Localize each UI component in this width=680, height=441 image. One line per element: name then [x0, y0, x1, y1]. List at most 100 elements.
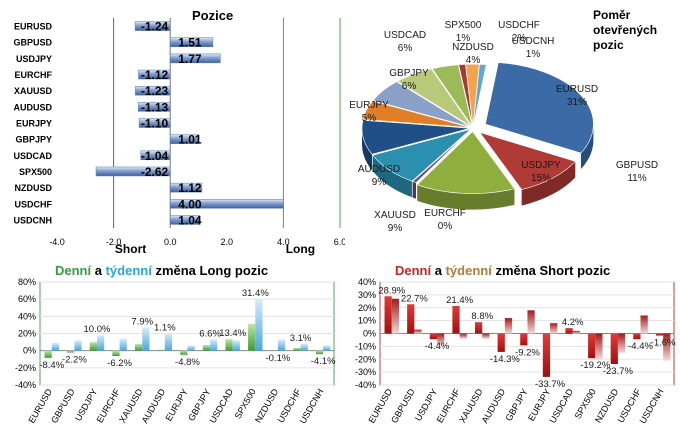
daily-change-bar [248, 323, 256, 351]
daily-change-bar [67, 350, 75, 353]
pie-label-percent: 11% [627, 173, 646, 184]
value-label: 31.4% [242, 288, 269, 299]
weekly-change-bar [51, 342, 59, 351]
value-label: 1.12 [178, 181, 202, 195]
pie-slice-side [372, 155, 412, 198]
weekly-change-bar [572, 330, 580, 334]
value-label: 8.8% [471, 311, 493, 322]
category-label: NZDUSD [15, 183, 53, 193]
daily-change-bar [565, 328, 573, 334]
value-label: -1.12 [141, 68, 169, 82]
category-label: EURUSD [14, 22, 53, 32]
value-label: 7.9% [131, 316, 153, 327]
category-label: SPX500 [573, 387, 598, 421]
pie-label-percent: 1% [456, 33, 471, 44]
weekly-change-bar [210, 339, 218, 351]
pie-label-percent: 15% [531, 173, 551, 184]
short-change-bar-chart: -40%-30%-20%-10%0%10%20%30%40%28.9%EURUS… [355, 277, 676, 425]
pie-label-name: EURCHF [424, 208, 466, 219]
position-bar [138, 69, 171, 80]
value-label: -4.4% [425, 341, 450, 352]
title-word-rest: změna Long pozic [151, 263, 269, 278]
value-label: -33.7% [535, 379, 566, 390]
pie-slice-eurjpy [362, 100, 471, 128]
pie-title-line2: otevřených [593, 23, 658, 37]
x-tick-label: -4.0 [49, 237, 65, 247]
category-label: USDCHF [15, 199, 53, 209]
y-tick-label: 10% [358, 316, 376, 326]
weekly-change-bar [300, 343, 308, 351]
y-tick-label: 20% [18, 329, 36, 339]
long-change-chart-panel: Denní a týdenní změna Long pozic -40% -20… [0, 260, 340, 441]
weekly-change-bar [74, 340, 82, 351]
weekly-change-bar [164, 333, 173, 351]
category-label: XAUUSD [14, 86, 53, 96]
weekly-change-bar [232, 340, 240, 351]
daily-change-bar [225, 339, 233, 351]
pie-slice-side [580, 124, 594, 170]
title-word-weekly: týdenní [445, 263, 492, 278]
pie-slice-usdcad [396, 68, 472, 127]
title-word-daily: Denní [55, 263, 92, 278]
pie-slice-side [362, 128, 372, 171]
weekly-change-bar [414, 329, 422, 334]
value-label: 4.2% [562, 317, 584, 328]
daily-change-bar [429, 333, 437, 340]
value-label: -1.23 [141, 84, 169, 98]
value-label: 1.01 [178, 133, 202, 147]
pie-label-percent: 4% [466, 55, 481, 66]
y-tick-label: -20% [15, 363, 36, 373]
pie-label-percent: 31% [567, 97, 587, 108]
position-bar [169, 182, 203, 193]
x-tick-label: -2.0 [106, 237, 122, 247]
x-tick-label: 6.0 [334, 237, 345, 247]
value-label: 1.04 [178, 213, 202, 227]
weekly-change-bar [459, 333, 467, 339]
pie-slice-gbpjpy [372, 81, 471, 128]
weekly-change-bar [255, 299, 263, 351]
daily-change-bar [520, 333, 528, 346]
daily-change-bar [384, 296, 392, 334]
value-label: -1.10 [141, 117, 169, 131]
daily-change-bar [655, 333, 664, 336]
open-positions-pie-chart: EURUSD 31% GBPUSD 11% USDJPY 15% EURCHF 0% XAUUS… [349, 20, 658, 234]
pie-label-name: USDCHF [498, 20, 540, 31]
value-label: -1.6% [651, 338, 676, 349]
category-label: EURCHF [15, 70, 53, 80]
y-tick-label: -40% [355, 380, 376, 390]
short-axis-label: Short [115, 242, 146, 256]
value-label: 21.4% [446, 295, 473, 306]
weekly-change-bar [504, 318, 513, 334]
value-label: 1.77 [178, 52, 202, 66]
position-bar [134, 21, 171, 31]
pie-label-percent: 9% [372, 177, 387, 188]
category-label: GBPUSD [13, 38, 52, 48]
weekly-change-bar [277, 339, 286, 351]
weekly-change-bar [640, 315, 648, 334]
weekly-change-bar [550, 323, 558, 334]
title-word-and: a [91, 263, 106, 278]
daily-change-bar [293, 348, 301, 351]
weekly-change-bar [482, 333, 490, 339]
position-bar [140, 150, 171, 161]
value-label: 22.7% [401, 293, 428, 304]
pie-label-percent: 5% [362, 113, 377, 124]
value-label: 4.00 [178, 197, 202, 211]
title-word-rest: změna Short pozic [491, 263, 611, 278]
pie-title-line1: Poměr [593, 8, 631, 22]
pie-label-name: GBPUSD [616, 160, 658, 171]
value-label: -4.8% [175, 357, 200, 368]
daily-change-bar [474, 322, 483, 334]
pie-label-name: XAUUSD [374, 210, 416, 221]
pie-slice-side [412, 181, 417, 199]
category-label: EURJPY [16, 119, 52, 129]
pie-label-name: NZDUSD [452, 42, 494, 53]
daily-change-bar [180, 350, 188, 355]
long-change-bar-chart: -40%-20%0%20%40%60%80%-8.4%EURUSD-2.2%GB… [15, 277, 336, 425]
position-bar [169, 37, 214, 47]
pie-slice-usdcnh [472, 64, 487, 127]
weekly-change-bar [436, 333, 445, 346]
weekly-change-bar [595, 333, 603, 360]
value-label: -8.4% [39, 360, 64, 371]
daily-change-bar [610, 333, 618, 365]
